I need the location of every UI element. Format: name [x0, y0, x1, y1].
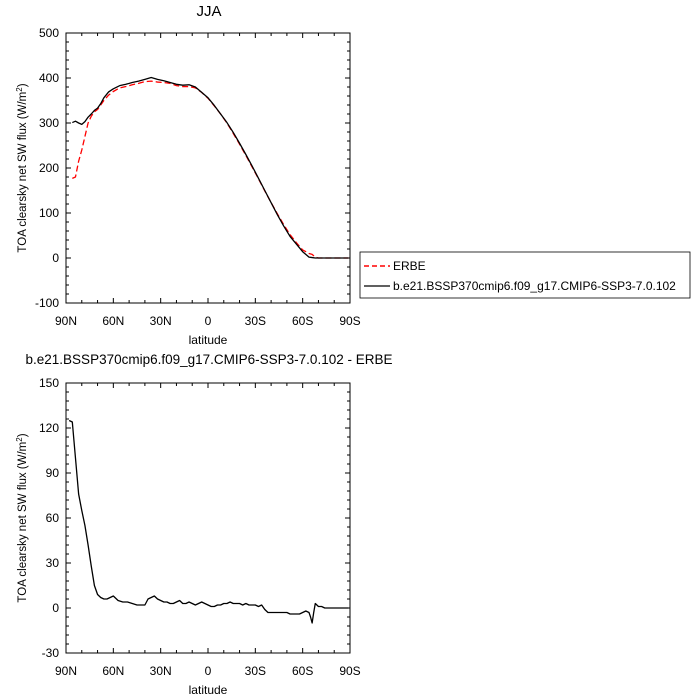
top-chart-y-tick-label: -100: [35, 296, 59, 310]
top-ylabel-main: TOA clearsky net SW flux (W/m: [17, 92, 29, 253]
top-chart-x-tick-label: 90S: [339, 314, 360, 328]
bottom-chart-x-tick-label: 60S: [292, 664, 313, 678]
top-chart-ylabel: TOA clearsky net SW flux (W/m2): [15, 83, 29, 252]
top-chart-x-tick-label: 60S: [292, 314, 313, 328]
legend-model-label: b.e21.BSSP370cmip6.f09_g17.CMIP6-SSP3-7.…: [393, 279, 676, 293]
top-chart-y-ticks: -100 0 100 200 300 400 500: [35, 26, 350, 310]
top-chart-x-tick-label: 30S: [245, 314, 266, 328]
bottom-chart-y-tick-label: 30: [46, 556, 60, 570]
top-chart-y-tick-label: 100: [39, 206, 59, 220]
top-chart-xlabel: latitude: [189, 333, 228, 347]
bottom-chart-frame: [65, 382, 351, 654]
top-chart-y-tick-label: 0: [52, 251, 59, 265]
top-chart-y-tick-label: 300: [39, 116, 59, 130]
top-chart-x-tick-label: 30N: [150, 314, 172, 328]
legend: ERBE b.e21.BSSP370cmip6.f09_g17.CMIP6-SS…: [359, 251, 691, 299]
bottom-ylabel-sup: 2: [15, 437, 24, 442]
bottom-chart-y-tick-label: 0: [52, 601, 59, 615]
top-chart-y-tick-label: 200: [39, 161, 59, 175]
top-chart-series-line-0: [72, 80, 349, 259]
bottom-chart-x-tick-label: 30N: [150, 664, 172, 678]
top-chart-y-tick-label: 400: [39, 71, 59, 85]
bottom-chart-x-tick-label: 0: [205, 664, 212, 678]
bottom-chart-x-tick-label: 60N: [102, 664, 124, 678]
bottom-chart-x-tick-label: 90S: [339, 664, 360, 678]
top-chart-series: [72, 76, 349, 259]
top-chart-x-ticks: 90N 60N 30N 0 30S 60S 90S: [55, 33, 361, 328]
top-chart-x-tick-label: 0: [205, 314, 212, 328]
top-ylabel-sup: 2: [15, 87, 24, 92]
bottom-chart-ylabel: TOA clearsky net SW flux (W/m2): [15, 433, 29, 602]
bottom-chart-series-line-0: [68, 419, 349, 624]
bottom-chart-x-tick-label: 90N: [55, 664, 77, 678]
bottom-chart-series: [68, 419, 349, 624]
bottom-chart-x-tick-label: 30S: [245, 664, 266, 678]
bottom-ylabel-end: ): [17, 433, 29, 437]
bottom-chart-title: b.e21.BSSP370cmip6.f09_g17.CMIP6-SSP3-7.…: [26, 352, 393, 367]
top-chart-y-tick-label: 500: [39, 26, 59, 40]
top-chart-series-line-1: [72, 76, 349, 259]
bottom-chart-xlabel: latitude: [189, 683, 228, 697]
top-chart-x-tick-label: 90N: [55, 314, 77, 328]
bottom-chart-y-tick-label: 120: [39, 421, 59, 435]
bottom-chart-y-tick-label: 90: [46, 466, 60, 480]
top-chart-x-tick-label: 60N: [102, 314, 124, 328]
top-chart-plot-area: 90N 60N 30N 0 30S 60S 90S -100 0 100 200 300 400 500: [35, 26, 361, 328]
top-chart-title: JJA: [196, 3, 221, 20]
bottom-ylabel-main: TOA clearsky net SW flux (W/m: [17, 442, 29, 603]
legend-box: [359, 251, 691, 299]
bottom-chart-y-tick-label: 60: [46, 511, 60, 525]
bottom-chart-y-tick-label: 150: [39, 376, 59, 390]
bottom-chart-plot-area: 90N 60N 30N 0 30S 60S 90S -30 0 30 60 90 120 150: [39, 376, 361, 678]
top-chart-frame: [65, 32, 351, 304]
bottom-chart-y-tick-label: -30: [42, 646, 60, 660]
legend-erbe-label: ERBE: [393, 259, 426, 273]
bottom-chart-x-ticks: 90N 60N 30N 0 30S 60S 90S: [55, 383, 361, 678]
bottom-chart-y-ticks: -30 0 30 60 90 120 150: [39, 376, 350, 660]
top-ylabel-end: ): [17, 83, 29, 87]
